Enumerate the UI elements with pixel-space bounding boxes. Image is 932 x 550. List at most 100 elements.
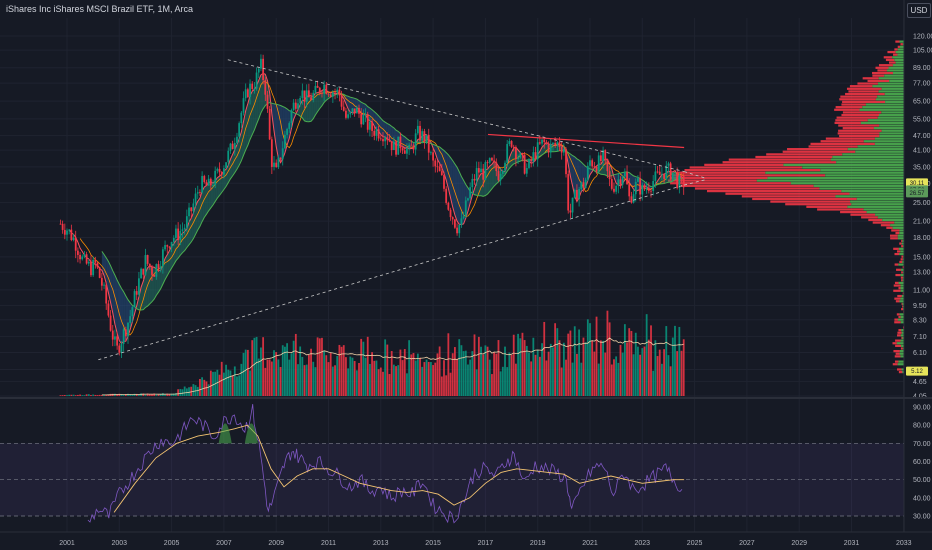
candle-body	[477, 168, 480, 173]
candle-body	[118, 345, 121, 353]
profile-sell-row	[893, 289, 901, 292]
candle-body	[667, 163, 670, 166]
candle-body	[175, 228, 177, 238]
volume-bar	[244, 349, 247, 396]
volume-bar	[475, 369, 478, 396]
price-tick-label: 13.00	[913, 270, 931, 277]
currency-button[interactable]: USD	[907, 3, 931, 18]
profile-sell-row	[892, 342, 897, 345]
volume-bar	[576, 353, 578, 396]
volume-bar	[135, 393, 138, 396]
price-tag	[906, 366, 928, 376]
volume-bar	[297, 364, 299, 396]
profile-sell-row	[846, 87, 882, 90]
ribbon-segment	[252, 89, 255, 135]
profile-sell-row	[834, 121, 861, 125]
candle-body	[430, 152, 432, 154]
volume-bar	[536, 350, 539, 396]
volume-bar	[85, 394, 88, 396]
volume-bar	[190, 386, 193, 396]
volume-bar	[107, 394, 110, 396]
candle-body	[486, 162, 489, 163]
time-tick-label: 2023	[635, 540, 651, 547]
candle-body	[495, 162, 498, 172]
rsi-line	[87, 403, 683, 524]
volume-bar	[273, 350, 275, 396]
ribbon-segment	[374, 111, 377, 130]
volume-bar	[578, 329, 581, 396]
ribbon-segment	[230, 154, 233, 179]
volume-bar	[327, 362, 330, 396]
volume-bar	[499, 371, 502, 396]
candle-body	[168, 246, 171, 248]
candle-body	[177, 228, 180, 240]
profile-buy-row	[790, 182, 904, 185]
profile-buy-row	[902, 276, 904, 279]
volume-bar	[421, 366, 424, 396]
candle-body	[538, 142, 541, 144]
profile-sell-row	[722, 161, 837, 164]
candle-body	[586, 165, 589, 180]
rsi-tick-label: 80.00	[913, 423, 931, 430]
volume-bar	[334, 365, 336, 396]
profile-sell-row	[839, 98, 876, 101]
profile-buy-row	[875, 213, 904, 216]
candle-body	[351, 108, 354, 113]
candle-body	[90, 261, 92, 276]
ribbon-segment	[511, 148, 514, 166]
volume-bar	[621, 352, 624, 396]
candle-body	[268, 108, 271, 140]
volume-bar	[423, 362, 426, 396]
volume-bar	[294, 333, 297, 396]
volume-bar	[90, 395, 92, 396]
candle-body	[530, 159, 533, 162]
ribbon-segment	[178, 235, 181, 259]
profile-sell-row	[898, 287, 901, 290]
candle-body	[358, 107, 360, 114]
ribbon-segment	[208, 181, 211, 211]
candle-body	[76, 250, 79, 255]
profile-buy-row	[884, 74, 904, 77]
profile-buy-row	[884, 92, 904, 96]
trendline	[227, 59, 685, 172]
candle-body	[493, 160, 496, 163]
ribbon-segment	[245, 103, 248, 150]
candle-body	[562, 149, 565, 153]
volume-bar	[678, 326, 681, 396]
volume-bar	[384, 339, 387, 396]
profile-sell-row	[898, 315, 901, 319]
candle-body	[645, 187, 648, 190]
ribbon-segment	[311, 95, 314, 122]
profile-buy-row	[897, 48, 904, 51]
profile-buy-row	[902, 43, 904, 46]
candle-body	[301, 90, 304, 99]
profile-buy-row	[756, 179, 904, 182]
candle-body	[244, 89, 247, 99]
volume-profile	[667, 40, 904, 374]
volume-bar	[580, 362, 583, 396]
volume-bar	[541, 343, 543, 396]
profile-buy-row	[899, 313, 904, 316]
profile-buy-row	[901, 368, 904, 371]
profile-sell-row	[898, 370, 903, 374]
profile-buy-row	[899, 231, 904, 235]
profile-sell-row	[817, 208, 864, 211]
price-tick-label: 7.10	[913, 334, 927, 341]
candle-body	[371, 121, 373, 131]
price-tag-label: 26.57	[909, 191, 925, 197]
candle-body	[369, 121, 371, 130]
profile-sell-row	[894, 297, 901, 300]
candle-body	[94, 259, 97, 263]
profile-sell-row	[725, 192, 850, 195]
candle-body	[92, 259, 95, 276]
candle-body	[218, 168, 221, 173]
ribbon-segment	[110, 265, 113, 313]
volume-bar	[517, 333, 519, 396]
profile-sell-row	[667, 179, 757, 182]
profile-buy-row	[841, 189, 904, 193]
profile-sell-row	[838, 124, 880, 127]
rsi-tick-label: 30.00	[913, 514, 931, 521]
candle-body	[682, 176, 685, 188]
